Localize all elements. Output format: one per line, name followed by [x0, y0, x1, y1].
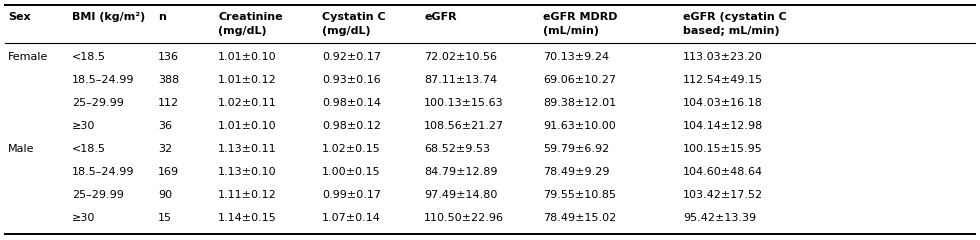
Text: 25–29.99: 25–29.99: [72, 98, 123, 108]
Text: 59.79±6.92: 59.79±6.92: [543, 144, 610, 154]
Text: 1.01±0.12: 1.01±0.12: [218, 75, 276, 85]
Text: 112: 112: [158, 98, 179, 108]
Text: 95.42±13.39: 95.42±13.39: [683, 213, 757, 223]
Text: (mg/dL): (mg/dL): [218, 26, 267, 36]
Text: 32: 32: [158, 144, 172, 154]
Text: 87.11±13.74: 87.11±13.74: [424, 75, 497, 85]
Text: 136: 136: [158, 52, 179, 62]
Text: 1.01±0.10: 1.01±0.10: [218, 121, 276, 131]
Text: 25–29.99: 25–29.99: [72, 190, 123, 200]
Text: Creatinine: Creatinine: [218, 12, 282, 22]
Text: 112.54±49.15: 112.54±49.15: [683, 75, 763, 85]
Text: 97.49±14.80: 97.49±14.80: [424, 190, 498, 200]
Text: 1.02±0.11: 1.02±0.11: [218, 98, 276, 108]
Text: 1.11±0.12: 1.11±0.12: [218, 190, 276, 200]
Text: (mg/dL): (mg/dL): [322, 26, 370, 36]
Text: 113.03±23.20: 113.03±23.20: [683, 52, 762, 62]
Text: Male: Male: [8, 144, 34, 154]
Text: 388: 388: [158, 75, 179, 85]
Text: 169: 169: [158, 167, 179, 177]
Text: 15: 15: [158, 213, 172, 223]
Text: Cystatin C: Cystatin C: [322, 12, 385, 22]
Text: 70.13±9.24: 70.13±9.24: [543, 52, 610, 62]
Text: 1.01±0.10: 1.01±0.10: [218, 52, 276, 62]
Text: BMI (kg/m²): BMI (kg/m²): [72, 12, 145, 22]
Text: Sex: Sex: [8, 12, 30, 22]
Text: 1.14±0.15: 1.14±0.15: [218, 213, 276, 223]
Text: <18.5: <18.5: [72, 52, 106, 62]
Text: eGFR MDRD: eGFR MDRD: [543, 12, 617, 22]
Text: 36: 36: [158, 121, 172, 131]
Text: eGFR: eGFR: [424, 12, 457, 22]
Text: 0.99±0.17: 0.99±0.17: [322, 190, 381, 200]
Text: 104.03±16.18: 104.03±16.18: [683, 98, 762, 108]
Text: 1.02±0.15: 1.02±0.15: [322, 144, 381, 154]
Text: 18.5–24.99: 18.5–24.99: [72, 75, 134, 85]
Text: based; mL/min): based; mL/min): [683, 26, 780, 36]
Text: 100.13±15.63: 100.13±15.63: [424, 98, 504, 108]
Text: 1.00±0.15: 1.00±0.15: [322, 167, 380, 177]
Text: 100.15±15.95: 100.15±15.95: [683, 144, 762, 154]
Text: n: n: [158, 12, 166, 22]
Text: 89.38±12.01: 89.38±12.01: [543, 98, 616, 108]
Text: 108.56±21.27: 108.56±21.27: [424, 121, 504, 131]
Text: Female: Female: [8, 52, 48, 62]
Text: 84.79±12.89: 84.79±12.89: [424, 167, 498, 177]
Text: 0.92±0.17: 0.92±0.17: [322, 52, 381, 62]
Text: 79.55±10.85: 79.55±10.85: [543, 190, 616, 200]
Text: ≥30: ≥30: [72, 213, 95, 223]
Text: 1.13±0.10: 1.13±0.10: [218, 167, 276, 177]
Text: 78.49±9.29: 78.49±9.29: [543, 167, 610, 177]
Text: 18.5–24.99: 18.5–24.99: [72, 167, 134, 177]
Text: ≥30: ≥30: [72, 121, 95, 131]
Text: 0.93±0.16: 0.93±0.16: [322, 75, 381, 85]
Text: 78.49±15.02: 78.49±15.02: [543, 213, 616, 223]
Text: <18.5: <18.5: [72, 144, 106, 154]
Text: 104.14±12.98: 104.14±12.98: [683, 121, 763, 131]
Text: 72.02±10.56: 72.02±10.56: [424, 52, 497, 62]
Text: 0.98±0.12: 0.98±0.12: [322, 121, 381, 131]
Text: 68.52±9.53: 68.52±9.53: [424, 144, 490, 154]
Text: eGFR (cystatin C: eGFR (cystatin C: [683, 12, 787, 22]
Text: 1.13±0.11: 1.13±0.11: [218, 144, 276, 154]
Text: 110.50±22.96: 110.50±22.96: [424, 213, 504, 223]
Text: 104.60±48.64: 104.60±48.64: [683, 167, 763, 177]
Text: 1.07±0.14: 1.07±0.14: [322, 213, 381, 223]
Text: 103.42±17.52: 103.42±17.52: [683, 190, 763, 200]
Text: 0.98±0.14: 0.98±0.14: [322, 98, 381, 108]
Text: 90: 90: [158, 190, 172, 200]
Text: 91.63±10.00: 91.63±10.00: [543, 121, 615, 131]
Text: (mL/min): (mL/min): [543, 26, 599, 36]
Text: 69.06±10.27: 69.06±10.27: [543, 75, 616, 85]
